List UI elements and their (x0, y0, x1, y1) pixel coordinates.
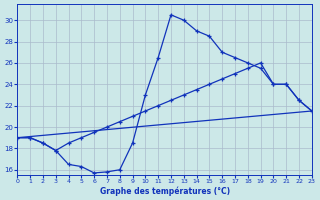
X-axis label: Graphe des températures (°C): Graphe des températures (°C) (100, 186, 230, 196)
